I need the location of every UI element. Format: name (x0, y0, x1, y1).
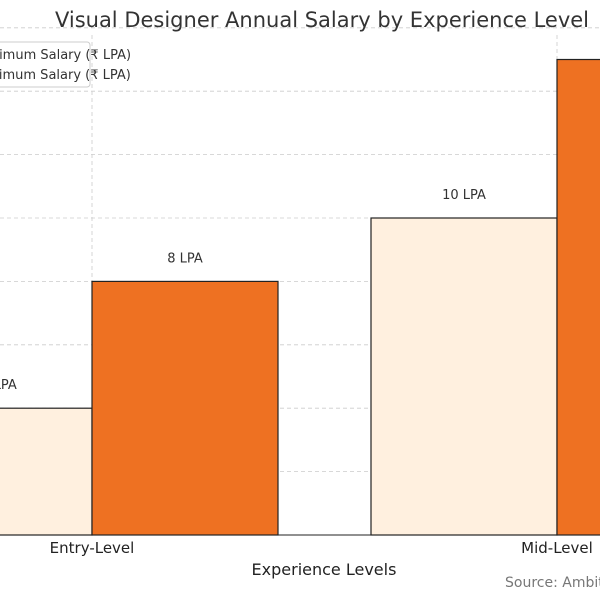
x-tick-label: Mid-Level (521, 539, 593, 557)
bar-min-mid-level (370, 217, 558, 536)
legend-box (0, 41, 91, 88)
source-note: Source: AmbitionBox (505, 575, 600, 591)
legend-label-maximum: Maximum Salary (₹ LPA) (0, 68, 131, 83)
legend-label-minimum: Minimum Salary (₹ LPA) (0, 48, 131, 63)
bar-max-mid-level (556, 58, 600, 536)
data-label-min-mid-level: 10 LPA (442, 188, 486, 203)
x-axis-label: Experience Levels (252, 560, 397, 579)
bars (0, 58, 600, 536)
bar-max-entry-level (91, 280, 279, 536)
x-tick-labels: Entry-Level Mid-Level (50, 539, 593, 557)
data-label-max-entry-level: 8 LPA (167, 251, 203, 266)
chart-title: Visual Designer Annual Salary by Experie… (55, 8, 589, 32)
data-label-min-entry-level: 4 LPA (0, 378, 17, 393)
x-tick-label: Entry-Level (50, 539, 135, 557)
bar-min-entry-level (0, 407, 93, 536)
legend: Minimum Salary (₹ LPA) Maximum Salary (₹… (0, 41, 131, 88)
